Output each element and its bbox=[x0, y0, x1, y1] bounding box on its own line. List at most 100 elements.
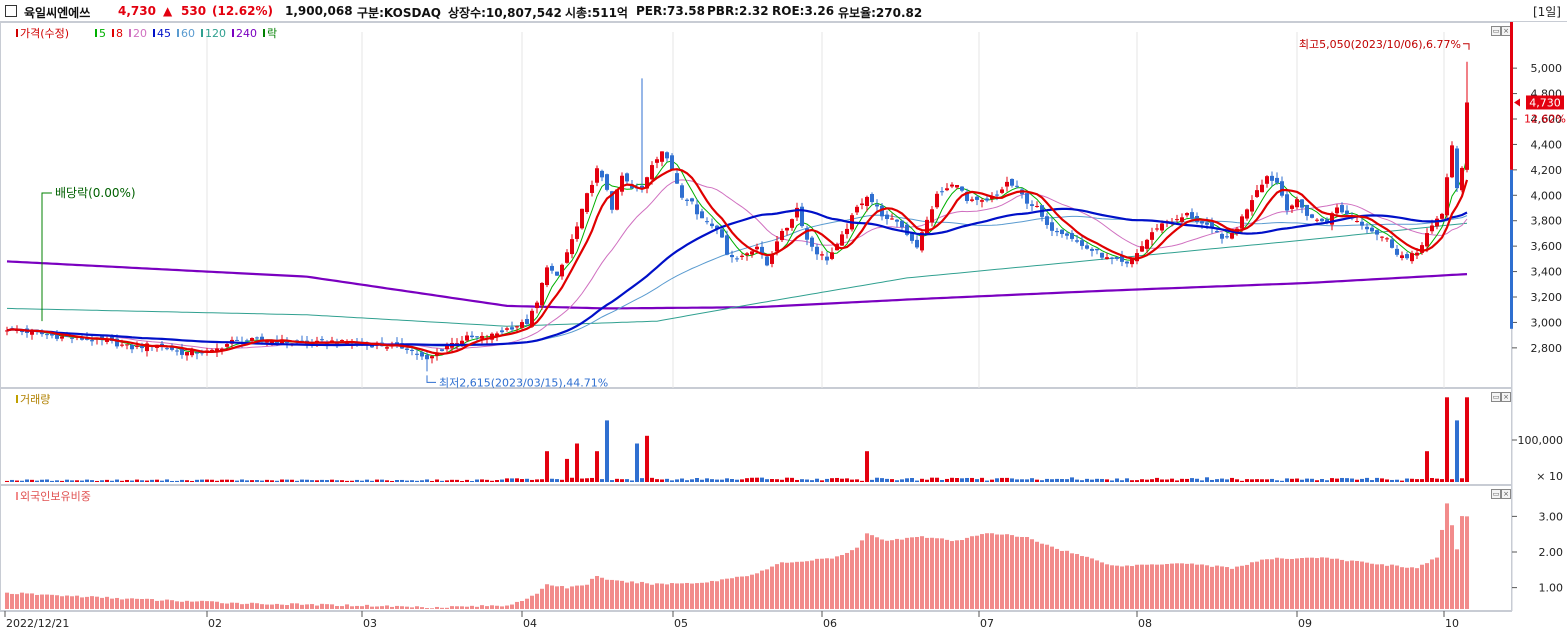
volume-bar bbox=[920, 478, 924, 482]
candle-body bbox=[995, 194, 999, 196]
volume-bar bbox=[835, 477, 839, 482]
panel-minimize-icon[interactable]: ▭ bbox=[1491, 26, 1501, 36]
foreign-bar bbox=[830, 558, 834, 609]
foreign-bar bbox=[465, 606, 469, 609]
candle-body bbox=[655, 159, 659, 163]
candle-body bbox=[750, 251, 754, 255]
panel-minimize-icon[interactable]: ▭ bbox=[1491, 489, 1501, 499]
panel-close-icon[interactable]: × bbox=[1501, 489, 1511, 499]
foreign-bar bbox=[1295, 558, 1299, 609]
foreign-bar bbox=[125, 598, 129, 609]
legend-label: 5 bbox=[99, 27, 106, 40]
legend-swatch bbox=[112, 29, 114, 37]
foreign-bar bbox=[165, 599, 169, 609]
candle-body bbox=[1110, 257, 1114, 259]
volume-bar bbox=[410, 480, 414, 482]
candle-body bbox=[1260, 184, 1264, 193]
volume-bar bbox=[100, 480, 104, 482]
legend-swatch bbox=[201, 29, 203, 37]
price-tick-label: 4,600 bbox=[1531, 113, 1563, 126]
price-tick-label: 3,200 bbox=[1531, 291, 1563, 304]
volume-bar bbox=[450, 479, 454, 482]
foreign-bar bbox=[685, 582, 689, 609]
foreign-bar bbox=[1365, 562, 1369, 609]
candle-body bbox=[1100, 252, 1104, 258]
volume-bar bbox=[705, 478, 709, 482]
foreign-bar bbox=[1065, 550, 1069, 609]
price-chart[interactable]: 가격(수정) 5 8 20 45 60 120 240 락5,0004,8004,6004,40… bbox=[0, 22, 1567, 388]
axis-range-bar bbox=[1510, 169, 1513, 329]
candle-body bbox=[175, 350, 179, 352]
candle-body bbox=[410, 349, 414, 351]
stock-name[interactable]: 육일씨엔에쓰 bbox=[24, 6, 91, 20]
volume-bar bbox=[845, 478, 849, 482]
period-selector[interactable]: [1일] bbox=[1532, 5, 1561, 19]
candle-body bbox=[1300, 199, 1304, 208]
panel-close-icon[interactable]: × bbox=[1501, 392, 1511, 402]
candle-body bbox=[1090, 248, 1094, 251]
foreign-bar bbox=[1370, 563, 1374, 609]
low-annotation: 최저2,615(2023/03/15),44.71% bbox=[439, 376, 608, 388]
foreign-bar bbox=[1180, 563, 1184, 609]
foreign-bar bbox=[1080, 556, 1084, 609]
volume-bar bbox=[995, 478, 999, 482]
candle-body bbox=[725, 235, 729, 255]
volume-bar bbox=[1035, 479, 1039, 482]
candle-body bbox=[735, 258, 739, 260]
candle-body bbox=[1400, 255, 1404, 258]
foreign-bar bbox=[810, 560, 814, 609]
candle-body bbox=[345, 342, 349, 344]
x-tick-label: 06 bbox=[823, 617, 837, 630]
panel-minimize-icon[interactable]: ▭ bbox=[1491, 392, 1501, 402]
foreign-bar bbox=[1090, 558, 1094, 609]
volume-bar bbox=[125, 479, 129, 482]
foreign-bar bbox=[530, 595, 534, 609]
volume-bar bbox=[1145, 479, 1149, 482]
foreign-bar bbox=[975, 535, 979, 609]
volume-bar bbox=[385, 480, 389, 482]
candle-body bbox=[780, 231, 784, 241]
volume-bar bbox=[130, 480, 134, 482]
foreign-bar bbox=[55, 595, 59, 609]
volume-bar bbox=[460, 480, 464, 482]
foreign-bar bbox=[170, 600, 174, 609]
foreign-bar bbox=[805, 561, 809, 609]
candle-body bbox=[965, 191, 969, 201]
volume-bar bbox=[1270, 478, 1274, 482]
foreign-bar bbox=[280, 604, 284, 609]
candle-body bbox=[135, 345, 139, 347]
candle-body bbox=[1335, 207, 1339, 214]
foreign-bar bbox=[1020, 536, 1024, 609]
volume-bar bbox=[1305, 478, 1309, 482]
foreign-ownership-chart[interactable]: 외국인보유비중 3.00 2.00 1.00 bbox=[0, 485, 1567, 611]
candle-body bbox=[865, 196, 869, 206]
foreign-bar bbox=[1265, 559, 1269, 609]
foreign-bar bbox=[715, 581, 719, 609]
foreign-bar bbox=[1040, 543, 1044, 609]
foreign-bar bbox=[60, 596, 64, 609]
candle-body bbox=[860, 203, 864, 206]
foreign-bar bbox=[155, 600, 159, 609]
volume-bar bbox=[785, 477, 789, 482]
foreign-bar bbox=[1055, 548, 1059, 609]
volume-chart[interactable]: 거래량 100,000 × 10 bbox=[0, 388, 1567, 485]
foreign-bar bbox=[625, 582, 629, 609]
candle-body bbox=[1250, 200, 1254, 212]
price-tick-label: 3,000 bbox=[1531, 316, 1563, 329]
candle-body bbox=[260, 336, 264, 341]
volume-bar bbox=[165, 479, 169, 482]
foreign-bar bbox=[820, 558, 824, 609]
volume-bar bbox=[560, 479, 564, 482]
price-tick-label: 5,000 bbox=[1531, 62, 1563, 75]
volume-bar bbox=[1395, 479, 1399, 482]
volume-bar bbox=[685, 480, 689, 482]
volume-bar bbox=[255, 480, 259, 482]
volume-bar bbox=[260, 480, 264, 482]
foreign-bar bbox=[1230, 568, 1234, 609]
foreign-bar bbox=[105, 596, 109, 609]
select-checkbox[interactable] bbox=[5, 5, 17, 17]
volume-bar bbox=[15, 480, 19, 482]
foreign-bar bbox=[605, 579, 609, 609]
candle-body bbox=[705, 221, 709, 223]
candle-body bbox=[270, 341, 274, 344]
